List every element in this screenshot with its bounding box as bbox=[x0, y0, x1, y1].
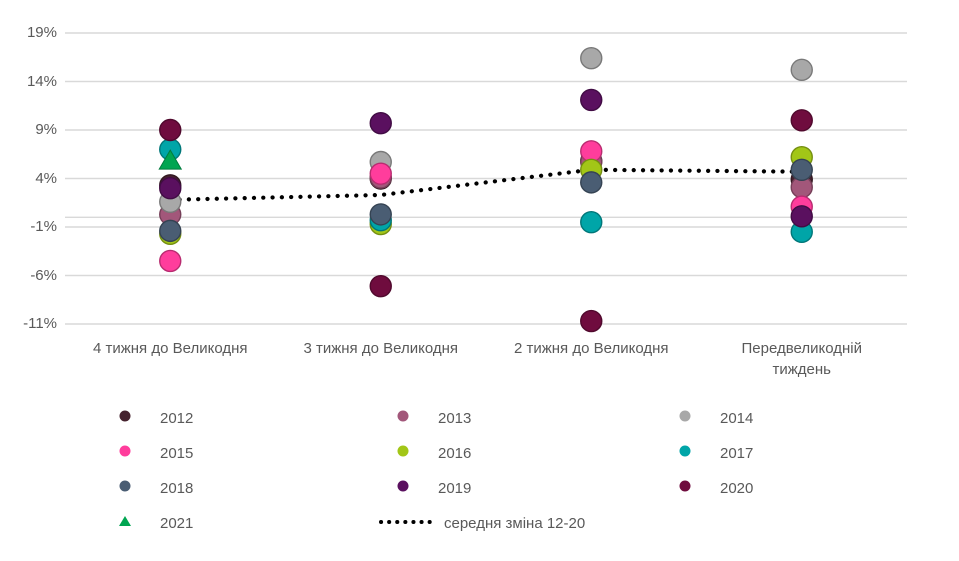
y-tick-label: -1% bbox=[30, 218, 57, 235]
legend-label: 2021 bbox=[160, 514, 194, 532]
legend-item-середня-зміна-12-20: середня зміна 12-20 bbox=[378, 512, 585, 534]
legend-item-2020: 2020 bbox=[678, 477, 753, 499]
x-category-label: 4 тижня до Великодня bbox=[92, 340, 248, 357]
legend-label: 2014 bbox=[720, 409, 754, 427]
legend-item-2019: 2019 bbox=[396, 477, 471, 499]
data-point-2019 bbox=[790, 205, 813, 228]
data-point-2018 bbox=[790, 158, 813, 181]
data-point-2014 bbox=[790, 58, 813, 82]
x-category-label: 3 тижня до Великодня bbox=[303, 340, 458, 357]
legend-item-2018: 2018 bbox=[118, 477, 193, 499]
legend-label: 2016 bbox=[438, 444, 472, 462]
circle-marker-icon bbox=[396, 444, 410, 462]
data-point-2014 bbox=[580, 47, 603, 70]
circle-marker-icon bbox=[118, 479, 132, 497]
data-point-2020 bbox=[369, 274, 392, 298]
dotted-line-legend-icon bbox=[378, 515, 436, 532]
data-point-2015 bbox=[159, 249, 182, 273]
data-point-2019 bbox=[159, 176, 182, 200]
data-point-2020 bbox=[159, 118, 182, 142]
y-tick-label: 19% bbox=[26, 24, 57, 41]
legend-item-2021: 2021 bbox=[118, 512, 193, 534]
average-change-dotted-line bbox=[168, 167, 804, 202]
legend-item-2017: 2017 bbox=[678, 442, 753, 464]
legend-label: 2012 bbox=[160, 409, 194, 427]
legend-label: 2018 bbox=[160, 479, 194, 497]
triangle-marker-icon bbox=[118, 514, 132, 532]
data-point-2020 bbox=[580, 309, 603, 333]
data-point-2018 bbox=[369, 203, 392, 226]
data-point-2019 bbox=[580, 88, 603, 112]
data-point-2015 bbox=[369, 162, 392, 185]
legend-label: 2020 bbox=[720, 479, 754, 497]
chart-plot-area bbox=[65, 32, 907, 333]
data-point-2018 bbox=[580, 171, 603, 194]
legend-item-2014: 2014 bbox=[678, 407, 753, 429]
legend-label: 2017 bbox=[720, 444, 754, 462]
circle-marker-icon bbox=[678, 444, 692, 462]
y-tick-label: 4% bbox=[35, 169, 57, 187]
y-tick-label: 14% bbox=[26, 72, 57, 90]
circle-marker-icon bbox=[118, 409, 132, 427]
data-point-2018 bbox=[159, 219, 182, 243]
data-point-2019 bbox=[369, 112, 392, 135]
x-category-label: Передвеликодній тиждень bbox=[741, 340, 863, 378]
circle-marker-icon bbox=[396, 479, 410, 497]
data-point-2017 bbox=[580, 210, 603, 234]
legend-label: 2015 bbox=[160, 444, 194, 462]
legend-item-2012: 2012 bbox=[118, 407, 193, 429]
circle-marker-icon bbox=[396, 409, 410, 427]
legend-item-2016: 2016 bbox=[396, 442, 471, 464]
y-tick-label: -11% bbox=[23, 315, 57, 332]
data-point-2020 bbox=[790, 109, 813, 132]
legend-label: 2019 bbox=[438, 479, 472, 497]
circle-marker-icon bbox=[678, 479, 692, 497]
y-tick-label: -6% bbox=[30, 266, 57, 284]
legend-item-2015: 2015 bbox=[118, 442, 193, 464]
x-category-label: 2 тижня до Великодня bbox=[513, 340, 669, 357]
data-point-2021 bbox=[158, 149, 183, 170]
legend-label: середня зміна 12-20 bbox=[444, 514, 586, 532]
legend-label: 2013 bbox=[438, 409, 472, 427]
y-tick-label: 9% bbox=[35, 121, 57, 138]
legend-item-2013: 2013 bbox=[396, 407, 471, 429]
circle-marker-icon bbox=[118, 444, 132, 462]
circle-marker-icon bbox=[678, 409, 692, 427]
